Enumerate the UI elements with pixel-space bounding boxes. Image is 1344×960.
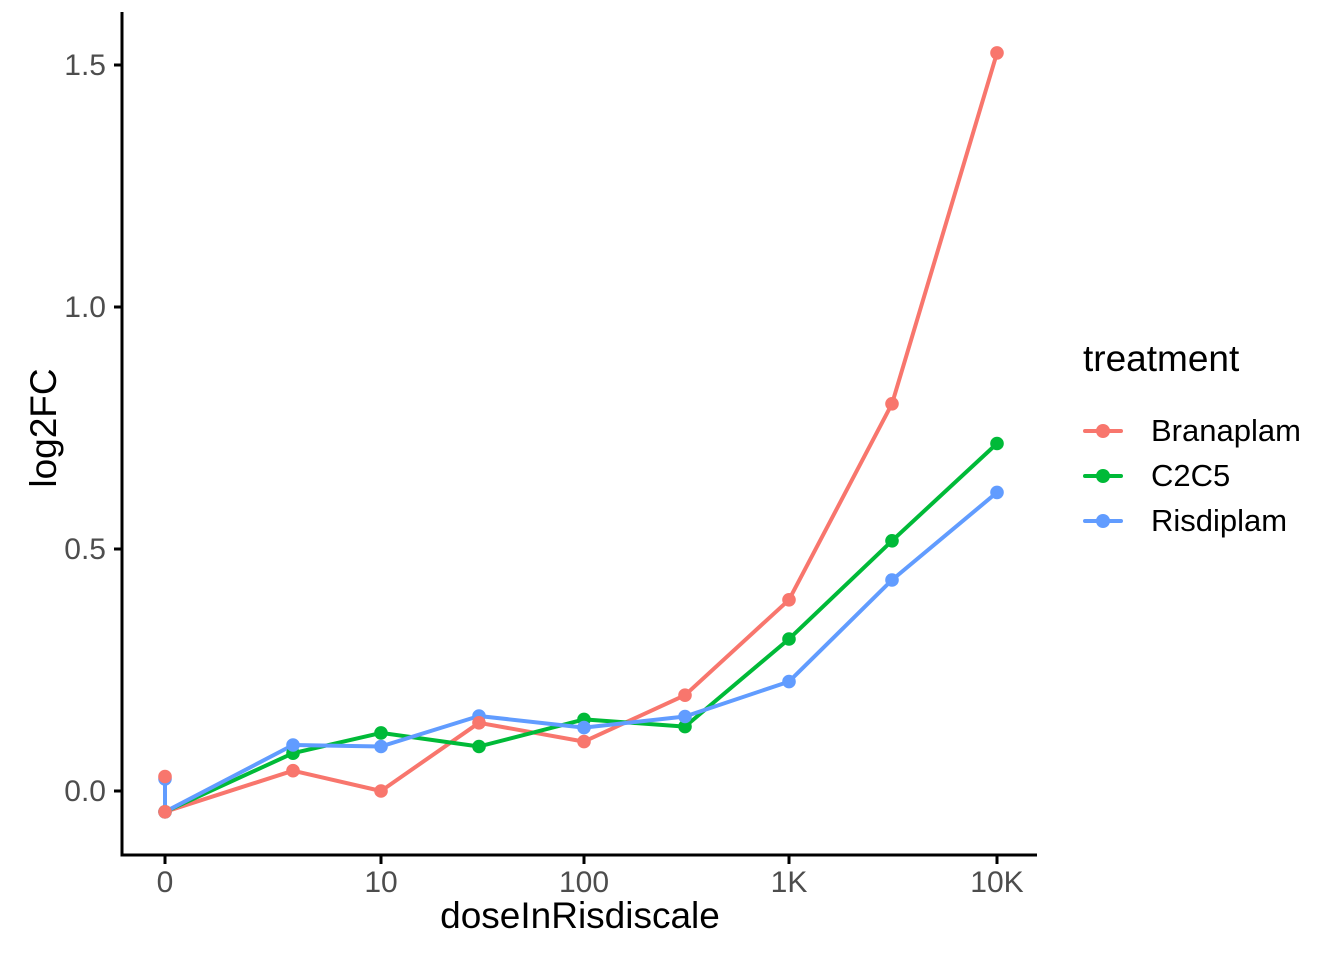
y-tick-label: 1.5 bbox=[64, 49, 106, 82]
axes bbox=[120, 12, 1037, 857]
legend-item-label: Risdiplam bbox=[1151, 502, 1288, 538]
data-point-risdiplam bbox=[990, 485, 1004, 500]
data-point-c2c5 bbox=[678, 719, 692, 734]
legend-key-line-dot-icon bbox=[1083, 421, 1123, 441]
y-tick-label: 0.5 bbox=[64, 533, 106, 566]
series-points bbox=[158, 46, 1004, 819]
data-point-risdiplam bbox=[678, 709, 692, 724]
y-tick-label: 1.0 bbox=[64, 291, 106, 324]
series-lines bbox=[163, 50, 999, 814]
y-axis-title: log2FC bbox=[23, 368, 64, 488]
data-point-branaplam bbox=[158, 769, 172, 784]
legend-title: treatment bbox=[1083, 338, 1240, 379]
data-point-branaplam bbox=[678, 688, 692, 702]
data-point-c2c5 bbox=[885, 534, 899, 548]
x-tick-label: 0 bbox=[157, 866, 174, 899]
data-point-branaplam bbox=[990, 46, 1004, 60]
data-point-risdiplam bbox=[885, 573, 899, 587]
data-point-c2c5 bbox=[782, 632, 796, 646]
x-tick-label: 1K bbox=[771, 866, 808, 899]
legend: treatment Branaplam C2C5 Risdiplam bbox=[1083, 338, 1333, 543]
legend-key-line-dot-icon bbox=[1083, 511, 1123, 531]
legend-item-c2c5: C2C5 bbox=[1083, 453, 1333, 498]
data-point-branaplam bbox=[286, 763, 300, 778]
data-point-branaplam bbox=[782, 593, 796, 607]
data-point-c2c5 bbox=[990, 436, 1004, 451]
data-point-risdiplam bbox=[286, 738, 300, 752]
x-tick-label: 10K bbox=[970, 866, 1023, 899]
legend-item-label: Branaplam bbox=[1151, 412, 1301, 448]
data-point-c2c5 bbox=[374, 726, 388, 740]
series-line-risdiplam bbox=[163, 490, 999, 814]
data-point-risdiplam bbox=[782, 674, 796, 689]
y-tick-label: 0.0 bbox=[64, 775, 106, 808]
legend-item-risdiplam: Risdiplam bbox=[1083, 498, 1333, 543]
data-point-risdiplam bbox=[374, 739, 388, 754]
x-axis-title: doseInRisdiscale bbox=[440, 895, 720, 936]
x-tick-label: 100 bbox=[559, 866, 609, 899]
data-point-branaplam bbox=[158, 805, 172, 819]
data-point-branaplam bbox=[577, 734, 591, 749]
x-tick-label: 10 bbox=[364, 866, 397, 899]
series-line-branaplam bbox=[163, 50, 999, 814]
data-point-risdiplam bbox=[577, 720, 591, 735]
legend-key-line-dot-icon bbox=[1083, 466, 1123, 486]
y-axis: 0.0 0.5 1.0 1.5 bbox=[64, 49, 122, 808]
data-point-branaplam bbox=[472, 716, 486, 730]
legend-item-branaplam: Branaplam bbox=[1083, 408, 1333, 453]
data-point-branaplam bbox=[885, 397, 899, 411]
legend-item-label: C2C5 bbox=[1151, 457, 1231, 493]
x-axis: 0 10 100 1K 10K bbox=[157, 855, 1024, 899]
data-point-branaplam bbox=[374, 784, 388, 798]
data-point-c2c5 bbox=[472, 739, 486, 754]
